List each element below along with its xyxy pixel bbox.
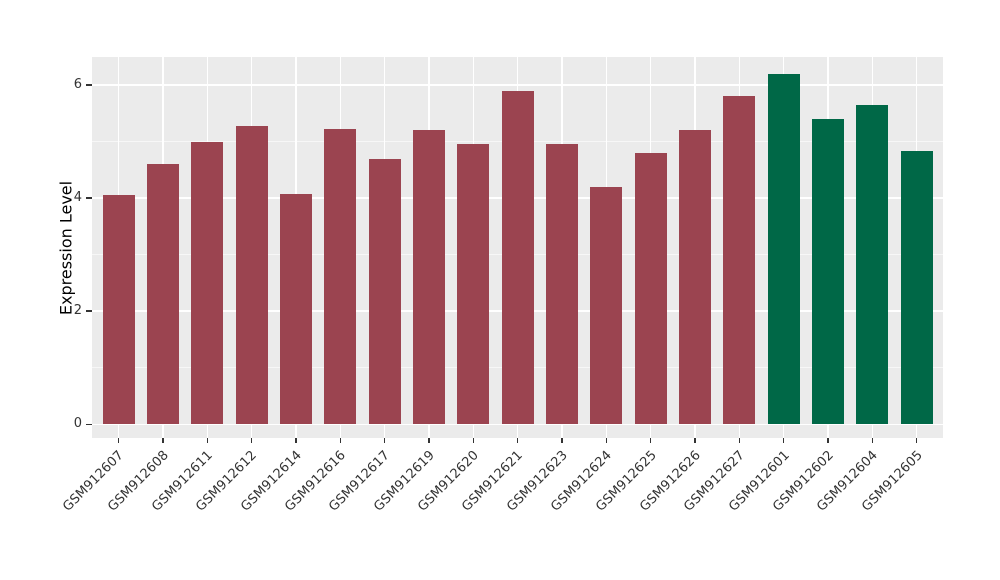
bar-GSM912620 xyxy=(457,144,490,425)
bar-GSM912619 xyxy=(412,130,445,425)
plot-panel xyxy=(92,57,943,438)
bar-GSM912605 xyxy=(900,151,933,425)
y-tick-mark-6 xyxy=(86,84,92,86)
x-tick-mark-GSM912625 xyxy=(649,438,652,443)
bar-GSM912625 xyxy=(634,152,667,425)
bar-GSM912614 xyxy=(279,193,312,425)
bar-GSM912607 xyxy=(102,195,135,425)
x-tick-mark-GSM912602 xyxy=(827,438,829,443)
x-tick-mark-GSM912619 xyxy=(428,438,430,443)
bar-GSM912626 xyxy=(679,130,712,425)
x-tick-mark-GSM912624 xyxy=(605,438,608,443)
bar-GSM912627 xyxy=(723,96,756,425)
y-tick-label-4: 4 xyxy=(73,190,82,206)
y-tick-label-0: 0 xyxy=(73,416,82,432)
x-tick-mark-GSM912626 xyxy=(694,438,696,443)
x-tick-mark-GSM912627 xyxy=(738,438,741,443)
x-tick-mark-GSM912614 xyxy=(295,438,297,443)
y-tick-label-6: 6 xyxy=(73,77,82,92)
bar-GSM912602 xyxy=(812,118,845,425)
x-tick-mark-GSM912607 xyxy=(117,438,120,443)
x-tick-mark-GSM912612 xyxy=(250,438,253,443)
y-tick-mark-4 xyxy=(86,197,92,199)
x-tick-mark-GSM912604 xyxy=(871,438,874,443)
x-tick-mark-GSM912601 xyxy=(782,438,785,443)
y-tick-mark-2 xyxy=(86,310,92,312)
bar-GSM912621 xyxy=(501,90,534,425)
x-tick-mark-GSM912623 xyxy=(561,438,563,443)
x-tick-mark-GSM912605 xyxy=(915,438,918,443)
bar-GSM912617 xyxy=(368,158,401,425)
x-tick-mark-GSM912608 xyxy=(162,438,164,443)
x-tick-mark-GSM912621 xyxy=(516,438,519,443)
bar-GSM912604 xyxy=(856,104,889,425)
y-tick-mark-0 xyxy=(86,423,92,426)
bar-GSM912601 xyxy=(767,73,800,425)
y-tick-label-2: 2 xyxy=(73,303,82,319)
x-tick-mark-GSM912616 xyxy=(339,438,342,443)
bar-GSM912612 xyxy=(235,125,268,425)
bar-GSM912624 xyxy=(590,186,623,425)
x-tick-mark-GSM912611 xyxy=(206,438,209,443)
x-tick-mark-GSM912620 xyxy=(472,438,475,443)
bar-GSM912616 xyxy=(324,129,357,425)
bar-GSM912608 xyxy=(146,164,179,425)
bar-GSM912623 xyxy=(546,144,578,425)
x-tick-mark-GSM912617 xyxy=(383,438,386,443)
bar-GSM912611 xyxy=(191,141,224,425)
